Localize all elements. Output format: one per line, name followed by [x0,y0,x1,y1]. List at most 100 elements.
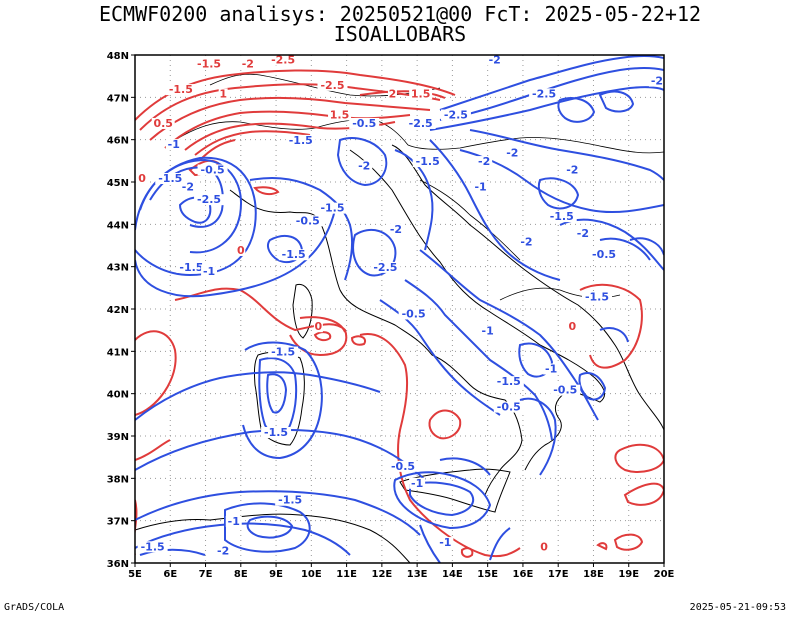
contour-label-bg [440,109,471,121]
lat-tick-label: 38N [107,474,129,485]
contour-label-bg [409,88,433,100]
contour-label: 0 [568,320,576,333]
contour-label: -2 [478,155,490,168]
contour-label-bg [567,321,577,333]
contour-label: -1.5 [585,291,609,304]
contour-label: -1.5 [550,210,574,223]
contour-label: -1 [411,477,423,490]
contour-label: -2 [489,53,501,66]
lat-tick-label: 41N [107,347,129,358]
longitude-tick-labels: 5E 6E 7E 8E 9E 10E 11E 12E 13E 14E 15E 16E 17E 18E 19E… [128,563,675,580]
contour-label: -2.5 [197,193,221,206]
contour-label: -2 [358,159,370,172]
contour-label-bg [472,181,489,193]
contour-label-bg [194,58,225,70]
italy-west-coast [229,189,523,496]
contour-label-bg [437,537,454,549]
contour-label-bg [581,291,612,303]
contour-label: -0.5 [296,214,320,227]
contour-label-bg [179,181,196,193]
contour-label-bg [278,249,309,261]
contour-label-bg [194,194,225,206]
contour-label-bg [398,308,429,320]
contour-label: -1 [228,515,240,528]
sardinia [253,351,305,446]
lat-tick-label: 46N [107,136,129,147]
contour-label: 1.5 [330,109,350,122]
lon-tick-label: 15E [477,569,498,580]
north-africa-coast [135,513,411,563]
contour-label: -2.5 [409,117,433,130]
contour-label: -1.5 [158,172,182,185]
contour-label-bg [479,325,496,337]
contour-label-bg [268,55,299,66]
contour-label-bg [543,363,560,375]
contour-label-bg [574,228,591,240]
lat-tick-label: 42N [107,305,129,316]
lon-tick-label: 18E [583,569,604,580]
contour-label: 0.5 [153,117,173,130]
contour-label-bg [261,427,292,438]
contour-label: -0.5 [391,460,415,473]
contour-label-bg [268,346,299,358]
contour-label: 0 [315,320,323,333]
contour-label-bg [539,541,549,553]
sicily [399,468,511,513]
contour-label: -0.5 [402,307,426,320]
contour-label: -1 [439,536,451,549]
lon-tick-label: 14E [442,569,463,580]
contour-label: -1.5 [264,426,288,439]
lon-tick-label: 16E [513,569,534,580]
contour-label-bg [486,55,503,66]
lat-tick-label: 43N [107,263,129,274]
lat-tick-label: 39N [107,432,129,443]
contour-label-bg [550,384,581,396]
lon-tick-label: 10E [301,569,322,580]
contour-label-bg [387,88,397,100]
contour-label: -1 [168,138,180,151]
contour-label: -1.5 [497,375,521,388]
contour-label: -2 [520,236,532,249]
lon-tick-label: 17E [548,569,569,580]
contour-label-bg [412,156,443,168]
contour-label-bg [546,211,577,223]
contour-labels: -1.5-1.5 -1-2-1.5-2.5-0.5-1-1.5-0.5-2-1.5… [137,53,664,558]
italy-east-coast [349,149,606,471]
contour-label: -1 [203,265,215,278]
contour-label: -2.5 [444,109,468,122]
lon-tick-label: 6E [163,569,177,580]
contour-label: 1.5 [411,87,431,100]
contour-label-bg [648,75,664,87]
contour-label-bg [518,236,535,248]
contour-label: -1.5 [179,261,203,274]
contour-label-bg [388,460,419,472]
contour-label: -1.5 [289,134,313,147]
contour-label-bg [239,58,256,70]
contour-label: -1 [545,363,557,376]
contour-label-bg [285,134,316,146]
contour-label: -2 [390,223,402,236]
lon-tick-label: 11E [336,569,357,580]
contour-label: 0 [138,172,146,185]
contour-label-bg [155,173,186,184]
contour-label-bg [504,147,521,159]
contour-label: -1 [482,324,494,337]
lon-tick-label: 7E [199,569,213,580]
contour-label-bg [236,244,246,256]
contour-label: -0.5 [497,401,521,414]
contour-label: 2 [389,87,397,100]
lat-tick-label: 37N [107,517,129,528]
contour-label: -1.5 [141,540,165,553]
contour-label: -2.5 [373,261,397,274]
contour-label-bg [201,266,218,278]
negative-contours [135,55,664,563]
contour-label: -1.5 [282,248,306,261]
contour-label: -2.5 [271,53,295,66]
contour-label-bg [151,117,175,129]
contour-label-bg [165,84,196,96]
lat-tick-label: 40N [107,390,129,401]
contour-label-bg [197,164,228,176]
lat-tick-label: 47N [107,93,129,104]
contour-label-bg [317,79,348,91]
